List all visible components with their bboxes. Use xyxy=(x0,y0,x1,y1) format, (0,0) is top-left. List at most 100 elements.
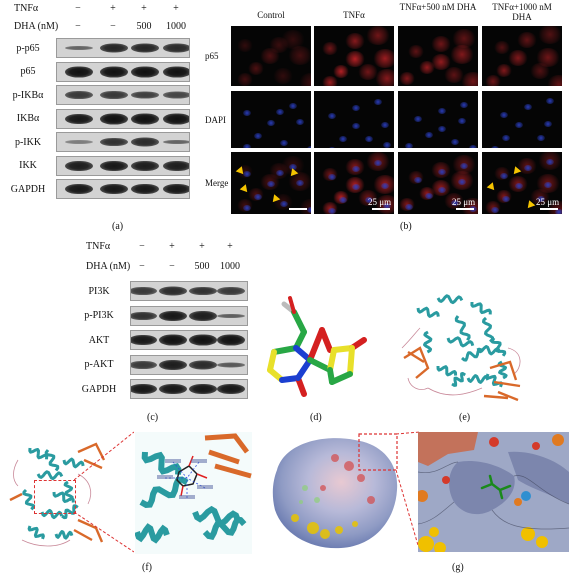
lane-condition: + xyxy=(199,241,205,252)
alpha-helix xyxy=(436,365,458,377)
dapi-nucleus xyxy=(451,200,459,206)
lane-condition: + xyxy=(169,241,175,252)
dha-molecule-structure xyxy=(252,290,382,410)
dapi-nucleus xyxy=(352,166,360,172)
blot-row: p-PI3K xyxy=(68,305,248,326)
residue-label-marker xyxy=(197,485,213,489)
blot-label: AKT xyxy=(88,334,110,346)
protein-band xyxy=(163,140,189,144)
protein-band xyxy=(100,160,128,171)
protein-band xyxy=(189,384,217,394)
protein-band xyxy=(163,113,189,124)
dapi-nucleus xyxy=(276,170,284,176)
blot-strip xyxy=(56,85,190,105)
alpha-helix xyxy=(44,449,60,472)
p65-cell xyxy=(333,65,349,78)
dapi-nucleus xyxy=(352,105,360,111)
dapi-nucleus xyxy=(515,122,523,128)
scale-bar xyxy=(289,208,307,210)
blot-label: IKK xyxy=(19,160,37,171)
dapi-nucleus xyxy=(328,147,336,148)
scale-bar-label: 25 μm xyxy=(368,197,392,207)
merge-image: 25 μm xyxy=(482,152,562,214)
header-label: TNFα xyxy=(86,241,111,252)
blot-strip xyxy=(56,179,190,199)
alpha-helix xyxy=(423,330,433,354)
h-bond xyxy=(172,461,188,479)
p65-image xyxy=(314,26,394,86)
blot-strip xyxy=(130,281,248,301)
beta-sheet xyxy=(403,346,430,379)
blot-strip xyxy=(56,38,190,58)
p65-cell xyxy=(288,46,311,66)
alpha-helix xyxy=(40,508,64,520)
loop-coil xyxy=(507,347,521,375)
beta-sheet xyxy=(77,442,106,461)
surface-binding-pocket xyxy=(418,432,569,552)
alpha-helix xyxy=(466,374,490,384)
p65-cell xyxy=(345,33,365,49)
p65-cell xyxy=(281,30,305,50)
alpha-helix xyxy=(28,447,49,460)
protein-band xyxy=(159,310,187,321)
lane-condition: − xyxy=(139,241,145,252)
blot-label: p65 xyxy=(20,66,36,77)
beta-sheet xyxy=(483,394,509,400)
protein-band xyxy=(131,113,159,124)
p65-cell xyxy=(358,64,378,80)
dapi-nucleus xyxy=(289,164,297,170)
p65-cell xyxy=(431,36,451,52)
blot-row: GAPDH xyxy=(0,179,190,199)
protein-band xyxy=(65,160,93,171)
dapi-nucleus xyxy=(546,159,554,165)
protein-band xyxy=(131,360,157,369)
residue-label-marker xyxy=(191,459,207,463)
alpha-helix xyxy=(451,372,466,387)
protein-band xyxy=(100,91,128,99)
p65-cell xyxy=(273,68,293,84)
p65-cell xyxy=(237,39,253,52)
protein-band xyxy=(65,184,93,194)
alpha-helix xyxy=(485,373,503,388)
p65-cell xyxy=(547,75,562,86)
beta-sheet xyxy=(214,463,252,479)
p65-cell xyxy=(248,62,264,75)
dapi-nucleus xyxy=(276,109,284,115)
dapi-nucleus xyxy=(438,108,446,114)
p65-cell xyxy=(269,37,289,53)
protein-band xyxy=(163,43,189,53)
dapi-nucleus xyxy=(405,204,413,210)
p65-cell xyxy=(260,48,280,64)
alpha-helix xyxy=(454,315,471,342)
protein-band xyxy=(217,334,245,346)
alpha-helix xyxy=(141,451,182,475)
p65-image xyxy=(231,26,311,86)
beta-sheet xyxy=(489,360,518,381)
dapi-nucleus xyxy=(502,135,510,141)
protein-band xyxy=(131,43,159,53)
dapi-nucleus xyxy=(328,113,336,119)
alpha-helix xyxy=(461,347,484,362)
header-label: DHA (nM) xyxy=(86,261,131,272)
dapi-nucleus xyxy=(296,119,304,125)
dapi-nucleus xyxy=(546,98,554,104)
alpha-helix xyxy=(36,470,64,481)
blot-row: IKBα xyxy=(0,108,190,129)
alpha-helix xyxy=(446,336,475,348)
scale-bar xyxy=(540,208,558,210)
dapi-nucleus xyxy=(267,120,275,126)
dapi-image xyxy=(482,91,562,148)
dapi-nucleus xyxy=(502,196,510,202)
alpha-helix xyxy=(62,457,85,469)
lane-condition: − xyxy=(139,261,145,272)
protein-band xyxy=(131,335,157,345)
dapi-nucleus xyxy=(425,132,433,138)
p65-cell xyxy=(485,75,501,86)
p65-cell xyxy=(322,76,338,86)
header-label: TNFα xyxy=(14,3,39,14)
lane-condition: + xyxy=(141,3,147,14)
residue-label-marker xyxy=(165,459,181,463)
dapi-image xyxy=(231,91,311,148)
beta-sheet xyxy=(83,458,103,470)
docking-zoom-box xyxy=(34,480,76,514)
